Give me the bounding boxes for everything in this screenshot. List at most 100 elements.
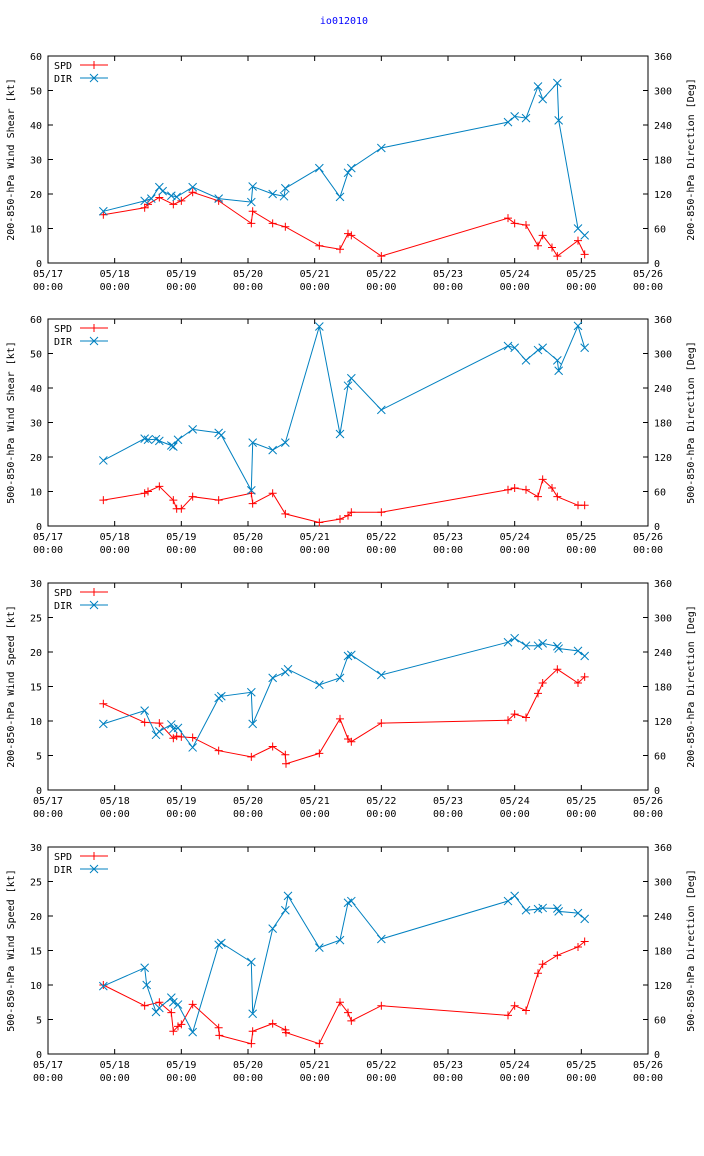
- x-tick-date: 05/22: [366, 796, 396, 807]
- legend-marker: [89, 600, 99, 610]
- x-tick-time: 00:00: [166, 1073, 196, 1084]
- y-tick-label: 20: [30, 453, 42, 464]
- data-point-spd: [140, 1001, 149, 1010]
- data-point-spd: [188, 188, 197, 197]
- data-point-dir: [580, 231, 590, 240]
- x-tick-time: 00:00: [500, 282, 530, 293]
- data-point-dir: [280, 905, 290, 915]
- data-point-dir: [538, 94, 548, 104]
- y2-tick-label: 180: [654, 419, 672, 430]
- data-point-spd: [510, 484, 519, 493]
- data-point-dir: [552, 641, 562, 651]
- x-tick-time: 00:00: [566, 1073, 596, 1084]
- data-point-dir: [246, 957, 256, 967]
- data-point-spd: [248, 207, 257, 216]
- data-point-spd: [574, 679, 582, 688]
- series-dir: [98, 78, 590, 240]
- data-point-spd: [504, 1011, 512, 1020]
- data-point-dir: [510, 112, 520, 121]
- y-tick-label: 20: [30, 648, 42, 659]
- data-point-spd: [172, 732, 181, 741]
- legend-marker: [90, 588, 98, 596]
- data-point-dir: [346, 373, 356, 383]
- data-point-dir: [580, 343, 590, 353]
- y2-tick-label: 300: [654, 614, 672, 625]
- x-tick-time: 00:00: [433, 282, 463, 293]
- data-point-dir: [98, 981, 108, 991]
- y-tick-label: 30: [30, 156, 42, 167]
- data-point-spd: [315, 749, 324, 758]
- x-tick-date: 05/22: [366, 269, 396, 280]
- x-tick-date: 05/19: [166, 269, 196, 280]
- data-point-dir: [283, 664, 293, 674]
- legend-label: SPD: [54, 324, 72, 335]
- y-axis-label: 500-850-hPa Wind Speed [kt]: [6, 869, 17, 1032]
- x-tick-time: 00:00: [233, 1073, 263, 1084]
- x-tick-time: 00:00: [500, 545, 530, 556]
- x-tick-time: 00:00: [33, 1073, 63, 1084]
- x-tick-time: 00:00: [633, 1073, 663, 1084]
- x-tick-date: 05/20: [233, 269, 263, 280]
- data-point-spd: [268, 489, 277, 498]
- y-tick-label: 20: [30, 912, 42, 923]
- x-tick-date: 05/19: [166, 796, 196, 807]
- data-point-dir: [335, 192, 345, 202]
- legend-entry-spd: SPD: [54, 588, 108, 599]
- x-tick-time: 00:00: [33, 282, 63, 293]
- x-tick-time: 00:00: [366, 282, 396, 293]
- y2-tick-label: 360: [654, 843, 672, 854]
- y-tick-label: 20: [30, 190, 42, 201]
- x-tick-time: 00:00: [33, 545, 63, 556]
- data-point-spd: [553, 951, 562, 960]
- data-point-spd: [247, 219, 256, 228]
- data-point-spd: [534, 492, 542, 501]
- y2-tick-label: 240: [654, 121, 672, 132]
- y2-tick-label: 120: [654, 190, 672, 201]
- x-tick-date: 05/25: [566, 1060, 596, 1071]
- data-point-dir: [154, 1003, 164, 1013]
- chart-panel-1: 0 10 20 30 40 50 60 0 60 120 180 240 300 360 05/17 00:0…: [6, 52, 697, 293]
- y-tick-label: 40: [30, 384, 42, 395]
- legend-label: DIR: [54, 74, 73, 85]
- y-tick-label: 5: [36, 1016, 42, 1027]
- x-tick-date: 05/25: [566, 532, 596, 543]
- legend-marker: [90, 324, 98, 332]
- series-line-spd: [103, 191, 586, 257]
- data-point-dir: [533, 641, 543, 651]
- y2-tick-label: 120: [654, 981, 672, 992]
- y2-tick-label: 0: [654, 259, 660, 270]
- data-point-dir: [173, 723, 183, 733]
- data-point-spd: [344, 1008, 352, 1017]
- y-tick-label: 0: [36, 522, 42, 533]
- data-point-spd: [268, 219, 277, 228]
- data-point-dir: [154, 436, 164, 446]
- data-point-spd: [347, 1016, 356, 1025]
- data-point-dir: [346, 896, 356, 906]
- data-point-dir: [214, 693, 224, 703]
- data-point-dir: [503, 637, 513, 647]
- data-point-dir: [166, 191, 176, 201]
- x-tick-date: 05/26: [633, 532, 663, 543]
- data-point-spd: [347, 508, 356, 517]
- data-point-spd: [99, 496, 108, 505]
- y-tick-label: 0: [36, 786, 42, 797]
- data-point-spd: [214, 1023, 223, 1032]
- data-point-spd: [155, 998, 164, 1007]
- data-point-dir: [314, 943, 324, 952]
- plot-frame: [47, 582, 649, 791]
- x-tick-time: 00:00: [33, 809, 63, 820]
- x-tick-date: 05/21: [300, 532, 330, 543]
- chart-panel-2: 0 10 20 30 40 50 60 0 60 120 180 240 300 360 05/17 00:0…: [6, 315, 697, 556]
- data-point-spd: [140, 489, 149, 498]
- series-line-spd: [103, 941, 586, 1045]
- x-tick-time: 00:00: [566, 809, 596, 820]
- y-tick-label: 50: [30, 350, 42, 361]
- x-tick-time: 00:00: [100, 1073, 130, 1084]
- y-tick-label: 10: [30, 981, 42, 992]
- data-point-spd: [140, 718, 149, 727]
- data-point-dir: [376, 670, 386, 680]
- data-point-dir: [580, 651, 590, 661]
- data-point-spd: [534, 689, 542, 698]
- y-tick-label: 10: [30, 488, 42, 499]
